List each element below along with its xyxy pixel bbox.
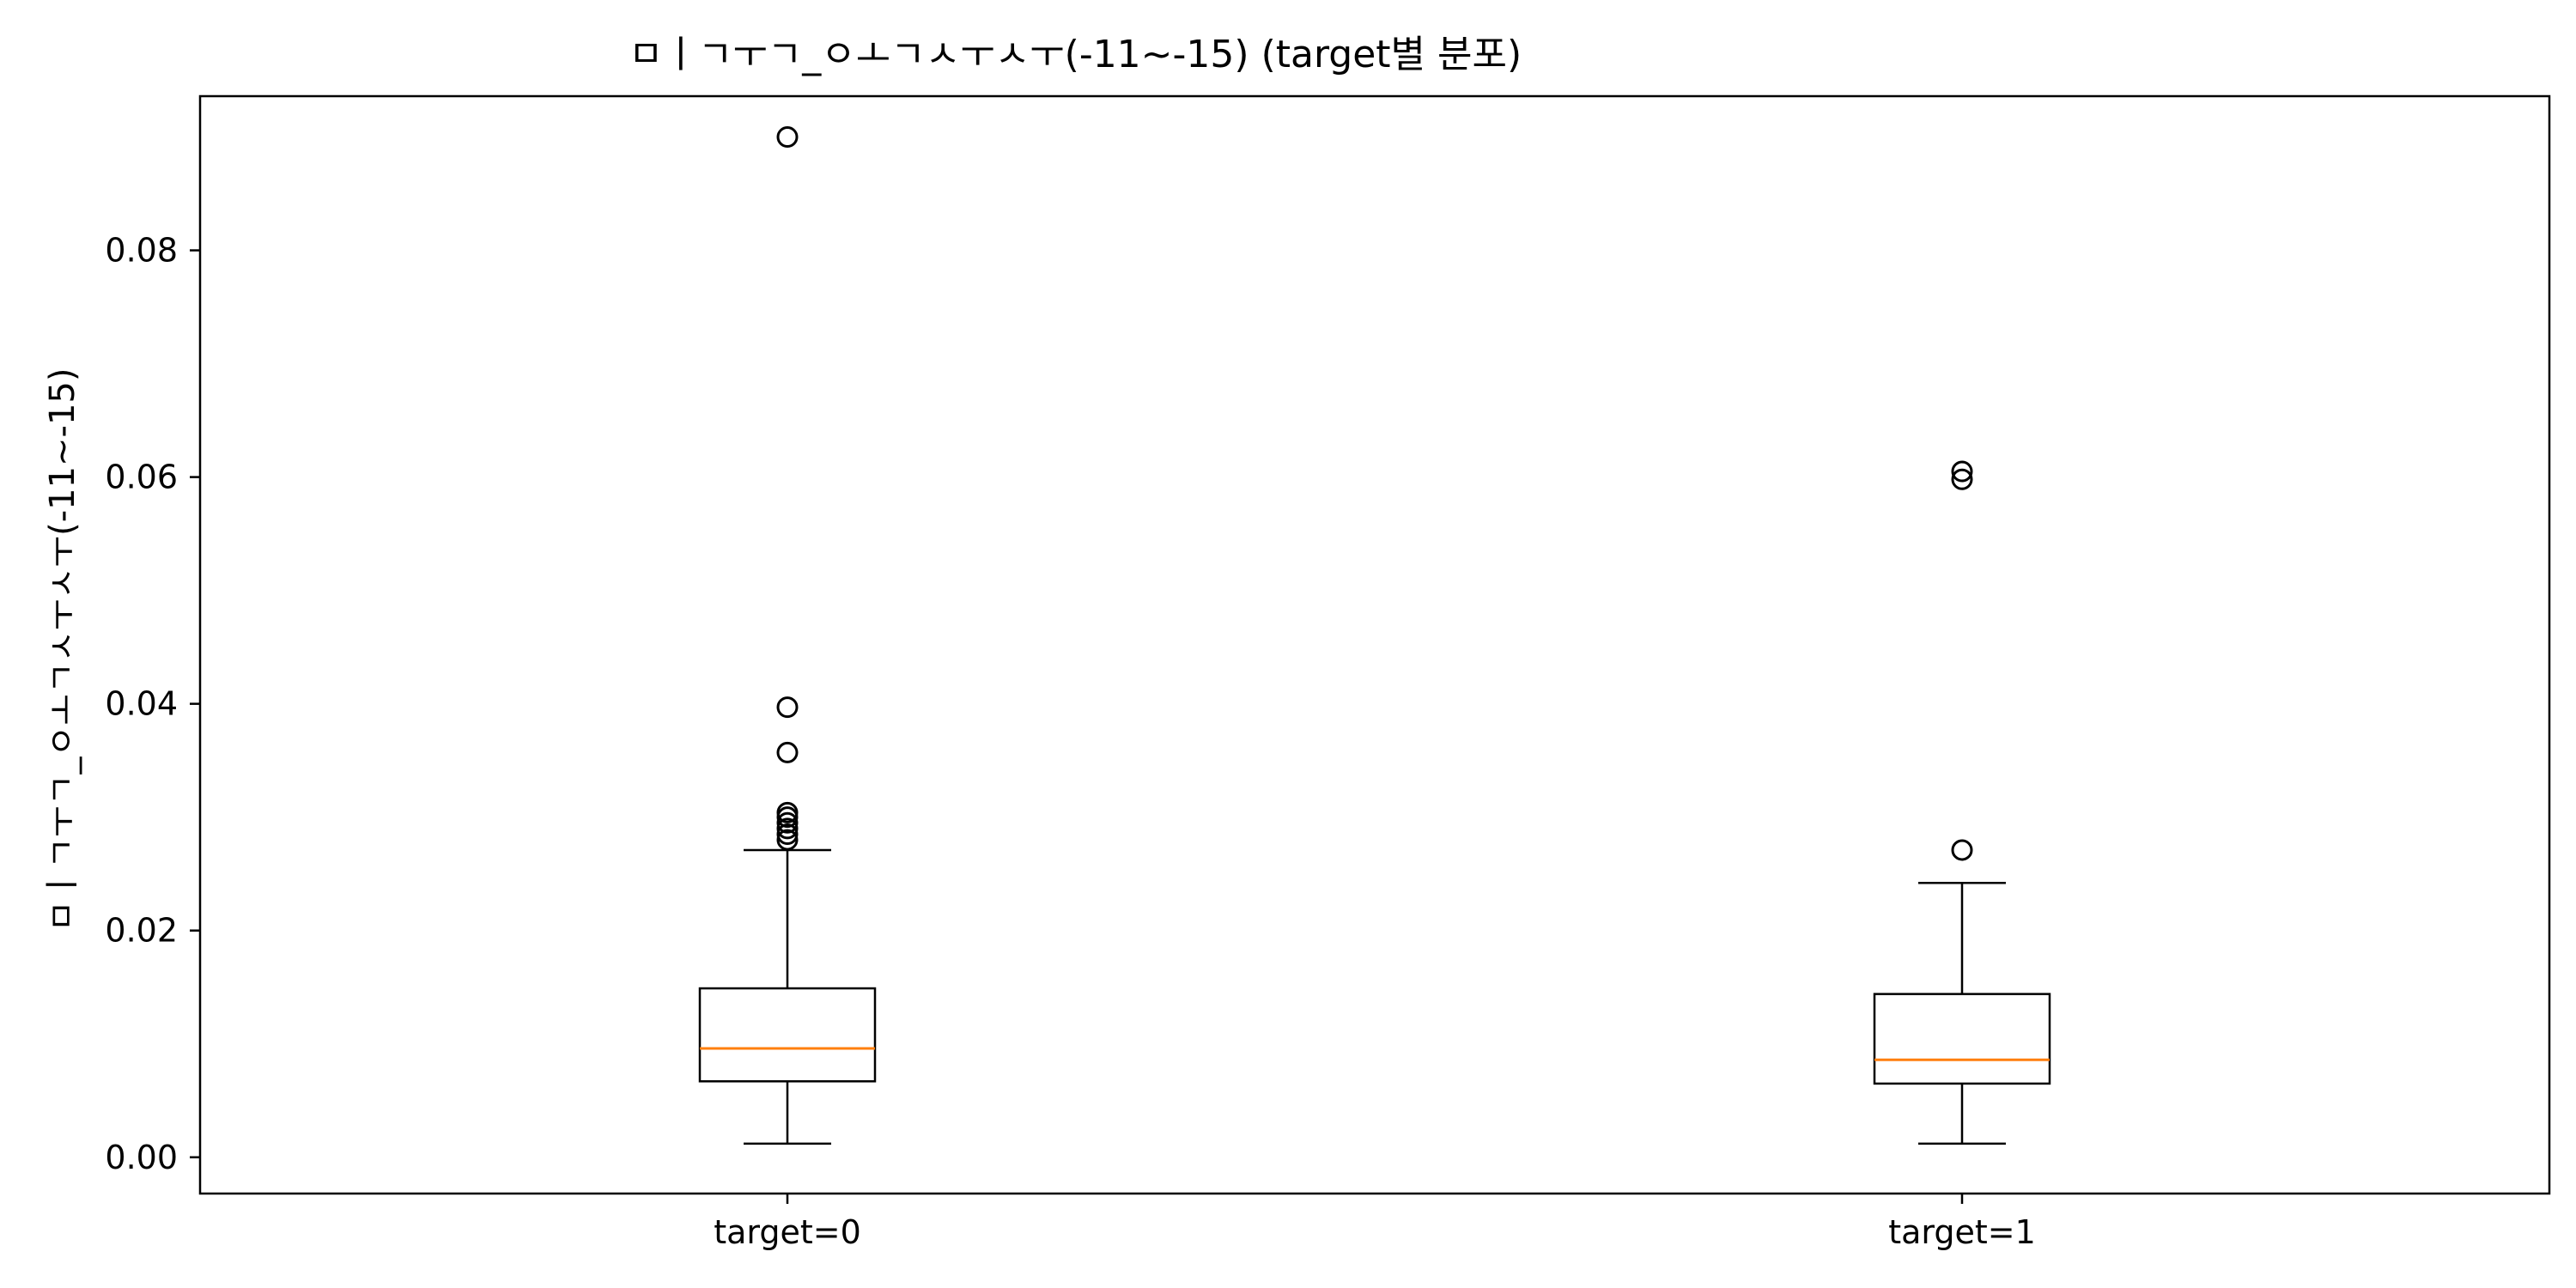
y-tick-label: 0.06: [105, 459, 178, 496]
chart-title: ㅁㅣㄱㅜㄱ_ㅇㅗㄱㅅㅜㅅㅜ(-11~-15) (target별 분포): [629, 33, 1522, 76]
x-tick-label: target=1: [1888, 1213, 2036, 1251]
y-tick-label: 0.00: [105, 1139, 178, 1176]
outlier-point: [776, 741, 799, 763]
box-body: [1873, 993, 2051, 1085]
plot-area: 0.00 0.02 0.04 0.06 0.08 target=0 target=1: [105, 94, 2551, 1251]
y-tick-label: 0.08: [105, 232, 178, 270]
outlier-point: [776, 801, 799, 823]
y-axis-label: ㅁㅣㄱㅜㄱ_ㅇㅗㄱㅅㅜㅅㅜ(-11~-15): [43, 368, 82, 933]
outlier-point: [1951, 839, 1973, 861]
plot-frame: [198, 94, 2551, 1195]
x-tick-label: target=0: [714, 1213, 861, 1251]
outlier-point: [776, 823, 799, 845]
outlier-point: [776, 811, 799, 834]
outlier-point: [776, 829, 799, 851]
outlier-point: [776, 696, 799, 719]
outlier-point: [776, 817, 799, 840]
outlier-point: [1951, 460, 1973, 483]
outlier-point: [776, 126, 799, 149]
box-body: [698, 987, 877, 1083]
y-tick-label: 0.04: [105, 685, 178, 723]
y-tick-label: 0.02: [105, 912, 178, 950]
outlier-point: [1951, 468, 1973, 490]
